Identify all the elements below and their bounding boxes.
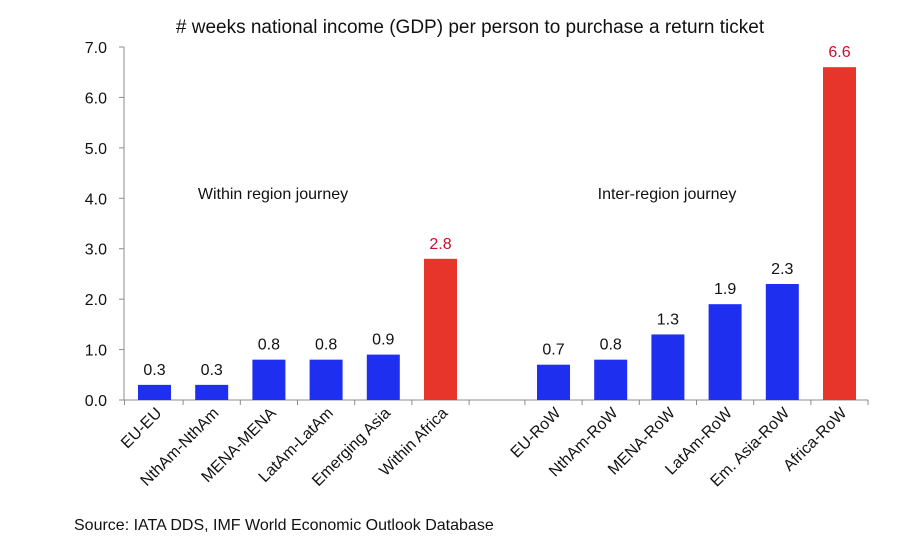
bar-africa-row <box>823 67 856 401</box>
value-label: 0.8 <box>315 337 337 354</box>
y-axis: 0.0 1.0 2.0 3.0 4.0 5.0 6.0 7.0 <box>85 40 125 410</box>
value-label: 6.6 <box>828 44 850 61</box>
category-labels: EU-EUNthAm-NthAmMENA-MENALatAm-LatAmEmer… <box>118 404 851 490</box>
y-tick-label: 2.0 <box>85 292 107 309</box>
value-label: 0.9 <box>372 332 394 349</box>
bar-eu-eu <box>138 384 171 400</box>
bar-mena-row <box>651 334 685 400</box>
y-tick-label: 1.0 <box>85 343 107 360</box>
bars <box>138 67 856 401</box>
source-note: Source: IATA DDS, IMF World Economic Out… <box>74 517 494 534</box>
y-tick-label: 0.0 <box>85 393 107 410</box>
y-tick-label: 4.0 <box>85 191 107 208</box>
y-tick-label: 3.0 <box>85 242 107 259</box>
value-label: 0.3 <box>143 362 165 379</box>
x-axis <box>124 399 869 405</box>
group-labels: Within region journey Inter-region journe… <box>198 186 737 203</box>
chart-title: # weeks national income (GDP) per person… <box>176 17 765 38</box>
value-label: 2.8 <box>429 236 451 253</box>
bar-within-africa <box>424 258 457 400</box>
value-label: 0.8 <box>258 337 280 354</box>
value-label: 0.3 <box>201 362 223 379</box>
group-label: Inter-region journey <box>598 186 737 203</box>
y-tick-label: 7.0 <box>85 40 107 57</box>
value-label: 1.3 <box>657 311 679 328</box>
bar-ntham-row <box>594 359 628 400</box>
bar-emerging-asia <box>366 354 400 400</box>
bar-mena-mena <box>252 359 286 400</box>
value-label: 2.3 <box>771 261 793 278</box>
bar-eu-row <box>537 364 570 400</box>
y-tick-label: 5.0 <box>85 141 107 158</box>
bar-ntham-ntham <box>195 384 229 400</box>
y-tick-label: 6.0 <box>85 90 107 107</box>
value-label: 1.9 <box>714 281 736 298</box>
value-label: 0.8 <box>600 337 622 354</box>
value-label: 0.7 <box>542 342 564 359</box>
group-label: Within region journey <box>198 186 348 203</box>
bar-em-asia-row <box>765 284 799 400</box>
category-label: EU-EU <box>118 405 165 452</box>
bar-latam-row <box>708 304 742 400</box>
category-label: EU-RoW <box>508 404 565 461</box>
value-labels: 0.3 0.3 0.8 0.8 0.9 2.8 0.7 0.8 1.3 1.9 2.3 6.6 <box>143 44 850 379</box>
bar-latam-latam <box>309 359 343 400</box>
